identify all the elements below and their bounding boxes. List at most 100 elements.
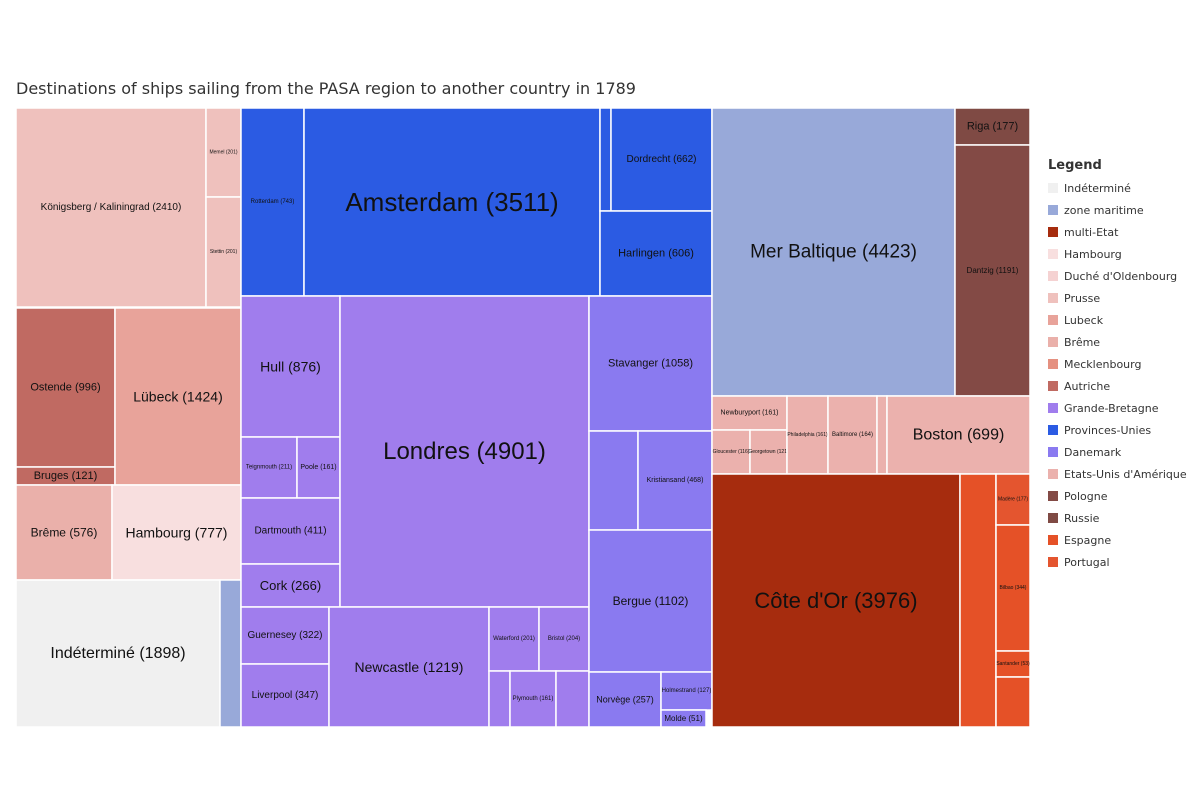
treemap-node[interactable]: Stavanger (1058) [588,295,713,432]
legend-item[interactable]: Portugal [1048,551,1198,573]
legend-item[interactable]: zone maritime [1048,199,1198,221]
legend-item[interactable]: Provinces-Unies [1048,419,1198,441]
treemap-node[interactable]: Memel (201) [205,107,242,198]
treemap-rect[interactable] [240,107,305,297]
legend-item[interactable]: Duché d'Oldenbourg [1048,265,1198,287]
treemap-node[interactable]: Stettin (201) [205,196,242,308]
treemap-rect[interactable] [240,563,341,608]
treemap-node[interactable] [555,670,590,728]
treemap-node[interactable]: Georgetown (121) [748,429,789,475]
treemap-node[interactable]: Riga (177) [954,107,1031,146]
treemap-node[interactable]: Dartmouth (411) [240,497,341,565]
treemap-node[interactable]: Philadelphia (161) [786,395,829,475]
treemap-node[interactable]: Waterford (201) [488,606,540,672]
legend-item[interactable]: Danemark [1048,441,1198,463]
treemap-rect[interactable] [995,524,1031,652]
treemap-node[interactable]: Brême (576) [15,484,113,581]
treemap-node[interactable]: Norvège (257) [588,671,662,728]
treemap-node[interactable] [599,107,612,212]
treemap-node[interactable]: Hull (876) [240,295,341,438]
treemap-rect[interactable] [876,395,888,475]
treemap-rect[interactable] [827,395,878,475]
treemap-node[interactable] [588,430,639,531]
treemap-node[interactable]: Cork (266) [240,563,341,608]
treemap-rect[interactable] [711,107,956,397]
treemap-node[interactable] [959,473,997,728]
treemap-rect[interactable] [339,295,590,608]
treemap-rect[interactable] [15,579,221,728]
treemap-rect[interactable] [588,671,662,728]
treemap-node[interactable]: Indéterminé (1898) [15,579,221,728]
treemap-node[interactable]: Baltimore (164) [827,395,878,475]
treemap-rect[interactable] [219,579,242,728]
treemap-rect[interactable] [111,484,242,581]
treemap-node[interactable]: Boston (699) [886,395,1031,475]
treemap-node[interactable]: Harlingen (606) [599,210,713,297]
treemap-rect[interactable] [711,473,961,728]
treemap-node[interactable]: Newburyport (161) [711,395,788,431]
treemap-node[interactable]: Guernesey (322) [240,606,330,665]
treemap-node[interactable]: Bristol (204) [538,606,590,672]
treemap-rect[interactable] [588,529,713,673]
treemap-node[interactable]: Mer Baltique (4423) [711,107,956,397]
legend-item[interactable]: Etats-Unis d'Amérique [1048,463,1198,485]
treemap-rect[interactable] [509,670,557,728]
treemap-node[interactable]: Madère (177) [995,473,1031,526]
legend-item[interactable]: Grande-Bretagne [1048,397,1198,419]
treemap-node[interactable]: Liverpool (347) [240,663,330,728]
treemap-node[interactable]: Teignmouth (211) [240,436,298,499]
treemap-node[interactable]: Amsterdam (3511) [303,107,601,297]
treemap-rect[interactable] [599,107,612,212]
treemap-node[interactable] [876,395,888,475]
treemap-node[interactable]: Newcastle (1219) [328,606,490,728]
treemap-rect[interactable] [240,436,298,499]
treemap-rect[interactable] [588,295,713,432]
treemap-node[interactable] [488,670,511,728]
treemap-node[interactable]: Molde (51) [660,709,707,728]
treemap-node[interactable]: Kristiansand (468) [637,430,713,531]
treemap-rect[interactable] [240,497,341,565]
treemap-node[interactable]: Santander (53) [995,650,1031,678]
treemap-node[interactable]: Lübeck (1424) [114,307,242,486]
treemap-rect[interactable] [786,395,829,475]
treemap-rect[interactable] [588,430,639,531]
treemap-node[interactable]: Bilbao (344) [995,524,1031,652]
treemap-rect[interactable] [240,606,330,665]
legend-item[interactable]: Indéterminé [1048,177,1198,199]
treemap-node[interactable] [995,676,1031,728]
treemap-node[interactable]: Holmestrand (127) [660,671,713,711]
treemap-rect[interactable] [599,210,713,297]
treemap-rect[interactable] [637,430,713,531]
treemap-node[interactable]: Rotterdam (743) [240,107,305,297]
treemap-rect[interactable] [711,429,751,475]
treemap-rect[interactable] [538,606,590,672]
treemap-rect[interactable] [240,663,330,728]
treemap-rect[interactable] [660,709,707,728]
treemap-node[interactable]: Bergue (1102) [588,529,713,673]
treemap-node[interactable]: Bruges (121) [15,466,116,486]
treemap-node[interactable]: Hambourg (777) [111,484,242,581]
legend-item[interactable]: Autriche [1048,375,1198,397]
treemap-rect[interactable] [488,606,540,672]
treemap-node[interactable]: Dantzig (1191) [954,144,1031,397]
legend-item[interactable]: Lubeck [1048,309,1198,331]
treemap-node[interactable]: Côte d'Or (3976) [711,473,961,728]
treemap-rect[interactable] [488,670,511,728]
treemap-rect[interactable] [886,395,1031,475]
legend-item[interactable]: Espagne [1048,529,1198,551]
treemap-rect[interactable] [555,670,590,728]
treemap-node[interactable]: Poole (161) [296,436,341,499]
legend-item[interactable]: Brême [1048,331,1198,353]
treemap-node[interactable]: Gloucester (116) [711,429,751,475]
treemap-rect[interactable] [711,395,788,431]
treemap-node[interactable]: Plymouth (161) [509,670,557,728]
legend-item[interactable]: Mecklenbourg [1048,353,1198,375]
legend-item[interactable]: Hambourg [1048,243,1198,265]
treemap-node[interactable]: Königsberg / Kaliningrad (2410) [15,107,207,308]
treemap-rect[interactable] [610,107,713,212]
treemap-rect[interactable] [995,473,1031,526]
legend-item[interactable]: multi-Etat [1048,221,1198,243]
treemap-node[interactable]: Londres (4901) [339,295,590,608]
treemap-node[interactable]: Ostende (996) [15,307,116,468]
treemap-rect[interactable] [303,107,601,297]
